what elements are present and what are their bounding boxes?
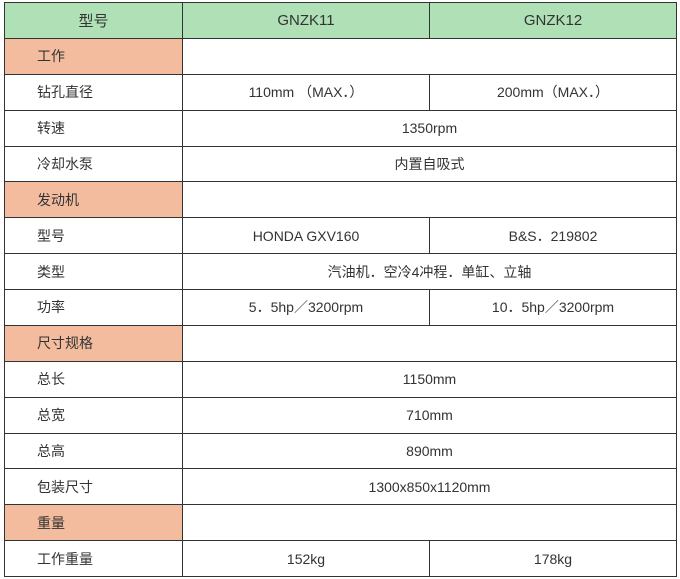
length-label: 总长 [5,361,183,397]
working-weight-label: 工作重量 [5,541,183,577]
row-speed: 转速 1350rpm [5,110,677,146]
package-value: 1300x850x1120mm [183,469,677,505]
pump-value: 内置自吸式 [183,146,677,182]
height-value: 890mm [183,433,677,469]
package-label: 包装尺寸 [5,469,183,505]
engine-power-label: 功率 [5,290,183,326]
section-dims-blank [183,325,677,361]
row-working-weight: 工作重量 152kg 178kg [5,541,677,577]
drill-dia-label: 钻孔直径 [5,74,183,110]
engine-power-v2: 10．5hp／3200rpm [430,290,677,326]
header-col-2: GNZK12 [430,3,677,39]
pump-label: 冷却水泵 [5,146,183,182]
speed-value: 1350rpm [183,110,677,146]
drill-dia-v1: 110mm （MAX．） [183,74,430,110]
row-engine-model: 型号 HONDA GXV160 B&S．219802 [5,218,677,254]
section-dims-title: 尺寸规格 [5,325,183,361]
engine-type-label: 类型 [5,254,183,290]
width-label: 总宽 [5,397,183,433]
section-work-title: 工作 [5,38,183,74]
section-weight-title: 重量 [5,505,183,541]
row-height: 总高 890mm [5,433,677,469]
row-engine-power: 功率 5．5hp／3200rpm 10．5hp／3200rpm [5,290,677,326]
row-length: 总长 1150mm [5,361,677,397]
engine-model-label: 型号 [5,218,183,254]
header-col-1: GNZK11 [183,3,430,39]
spec-table: 型号 GNZK11 GNZK12 工作 钻孔直径 110mm （MAX．） 20… [4,2,677,577]
drill-dia-v2: 200mm（MAX．） [430,74,677,110]
width-value: 710mm [183,397,677,433]
row-package: 包装尺寸 1300x850x1120mm [5,469,677,505]
engine-type-value: 汽油机．空冷4冲程．单缸、立轴 [183,254,677,290]
row-pump: 冷却水泵 内置自吸式 [5,146,677,182]
header-model-label: 型号 [5,3,183,39]
row-width: 总宽 710mm [5,397,677,433]
section-work-blank [183,38,677,74]
section-weight-blank [183,505,677,541]
working-weight-v2: 178kg [430,541,677,577]
row-engine-type: 类型 汽油机．空冷4冲程．单缸、立轴 [5,254,677,290]
engine-model-v1: HONDA GXV160 [183,218,430,254]
section-dims: 尺寸规格 [5,325,677,361]
section-weight: 重量 [5,505,677,541]
engine-model-v2: B&S．219802 [430,218,677,254]
height-label: 总高 [5,433,183,469]
engine-power-v1: 5．5hp／3200rpm [183,290,430,326]
speed-label: 转速 [5,110,183,146]
working-weight-v1: 152kg [183,541,430,577]
section-engine: 发动机 [5,182,677,218]
section-engine-blank [183,182,677,218]
length-value: 1150mm [183,361,677,397]
header-row: 型号 GNZK11 GNZK12 [5,3,677,39]
row-drill-dia: 钻孔直径 110mm （MAX．） 200mm（MAX．） [5,74,677,110]
section-work: 工作 [5,38,677,74]
section-engine-title: 发动机 [5,182,183,218]
